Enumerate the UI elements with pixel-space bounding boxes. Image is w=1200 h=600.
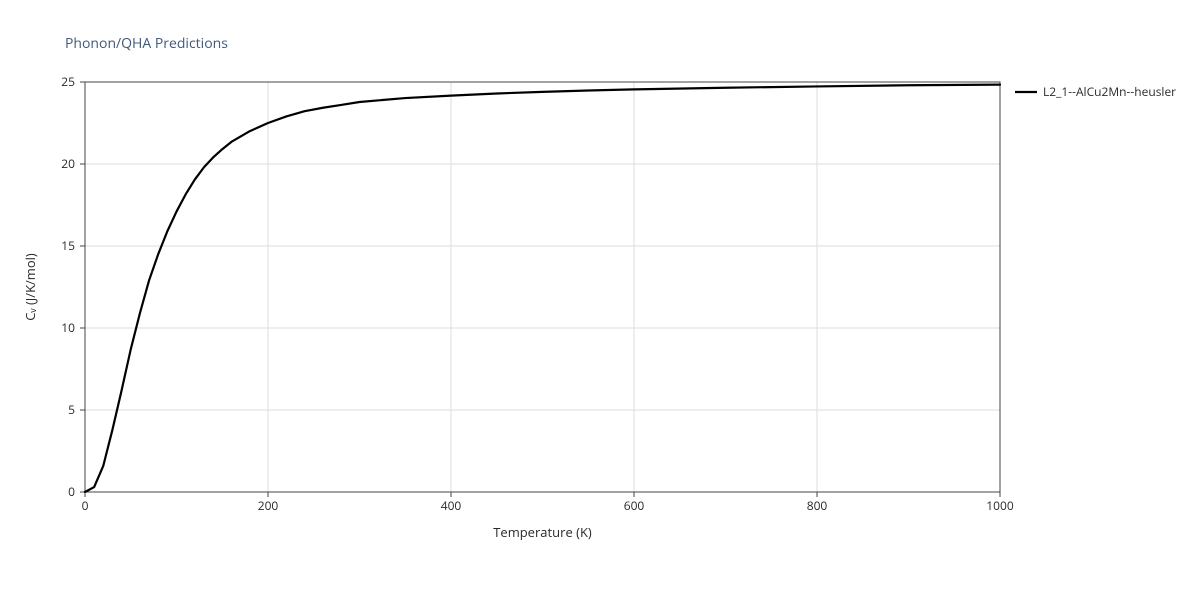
plot-border bbox=[85, 82, 1000, 492]
y-tick-label: 25 bbox=[61, 73, 75, 90]
legend-label: L2_1--AlCu2Mn--heusler bbox=[1043, 83, 1176, 100]
x-tick-label: 200 bbox=[258, 497, 279, 514]
x-tick-label: 600 bbox=[624, 497, 645, 514]
x-tick-label: 0 bbox=[82, 497, 89, 514]
y-tick-label: 10 bbox=[61, 319, 75, 336]
chart-svg: 0 200 400 600 800 1000 0 5 10 15 20 25 Temperature (… bbox=[0, 0, 1200, 600]
y-tick-label: 15 bbox=[61, 237, 75, 254]
y-tick-label: 0 bbox=[68, 483, 75, 500]
chart-container: Phonon/QHA Predictions 02004006008001000… bbox=[0, 0, 1200, 600]
y-axis-label: Cᵥ (J/K/mol) bbox=[21, 253, 39, 321]
x-tick-label: 400 bbox=[441, 497, 462, 514]
x-tick-label: 800 bbox=[807, 497, 828, 514]
y-tick-label: 20 bbox=[61, 155, 75, 172]
y-tick-label: 5 bbox=[68, 401, 75, 418]
x-axis-label: Temperature (K) bbox=[493, 523, 592, 541]
series-line bbox=[85, 85, 1000, 492]
x-tick-label: 1000 bbox=[986, 497, 1014, 514]
